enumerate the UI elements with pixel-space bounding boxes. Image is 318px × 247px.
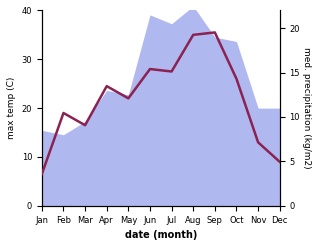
Y-axis label: med. precipitation (kg/m2): med. precipitation (kg/m2): [302, 47, 311, 169]
Y-axis label: max temp (C): max temp (C): [7, 77, 16, 139]
X-axis label: date (month): date (month): [125, 230, 197, 240]
